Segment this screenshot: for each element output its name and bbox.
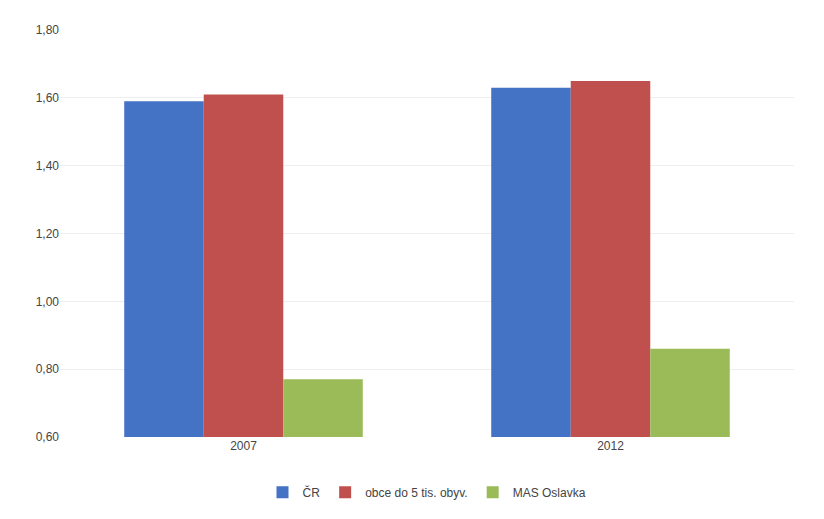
svg-text:2012: 2012 — [597, 439, 624, 453]
svg-text:1,40: 1,40 — [36, 159, 60, 173]
svg-text:2007: 2007 — [230, 439, 257, 453]
svg-text:obce do 5 tis. obyv.: obce do 5 tis. obyv. — [365, 486, 468, 500]
svg-text:0,60: 0,60 — [36, 430, 60, 444]
svg-text:1,60: 1,60 — [36, 91, 60, 105]
svg-text:0,80: 0,80 — [36, 362, 60, 376]
svg-text:ČR: ČR — [303, 485, 321, 500]
svg-text:MAS Oslavka: MAS Oslavka — [513, 486, 586, 500]
svg-text:1,00: 1,00 — [36, 295, 60, 309]
svg-text:1,20: 1,20 — [36, 227, 60, 241]
svg-text:1,80: 1,80 — [36, 23, 60, 37]
